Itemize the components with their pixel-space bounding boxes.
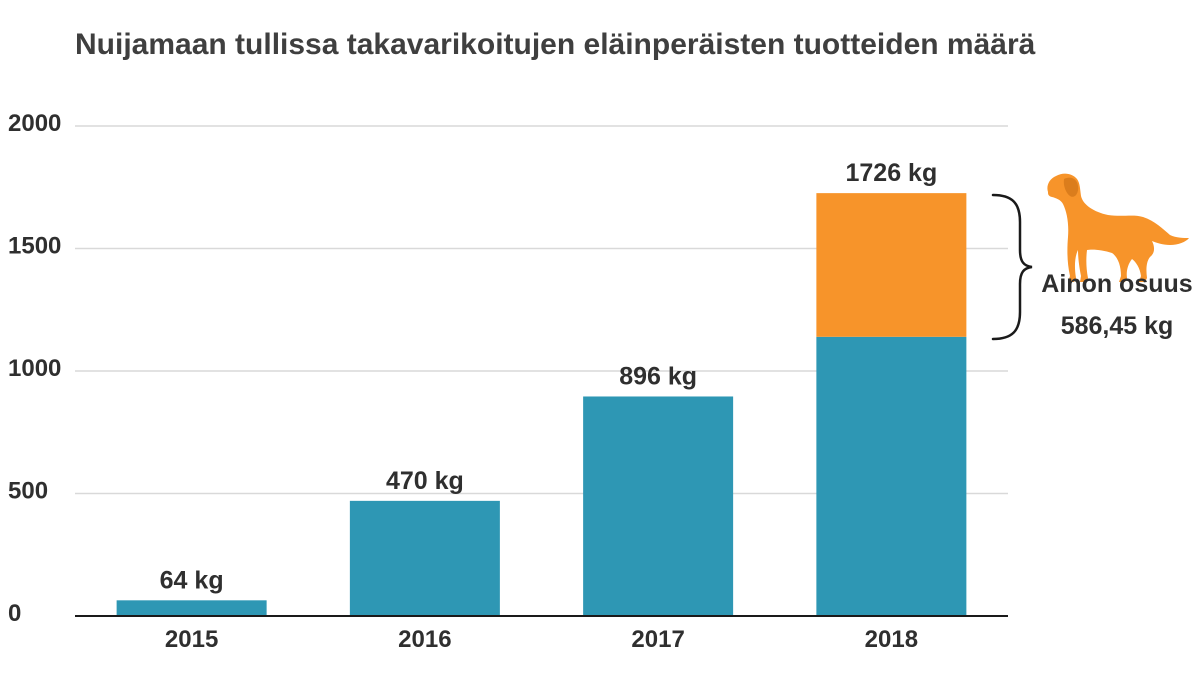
bar-2017-series-1 <box>583 396 734 616</box>
y-tick-label: 1000 <box>8 355 61 382</box>
bars <box>116 193 967 616</box>
x-tick-label-2015: 2015 <box>165 626 218 653</box>
y-tick-label: 0 <box>8 600 21 627</box>
y-tick-label: 500 <box>8 478 48 505</box>
dog-icon <box>1047 173 1189 282</box>
bar-2018-series-1 <box>816 336 967 616</box>
y-tick-label: 1500 <box>8 233 61 260</box>
bar-2015-series-1 <box>116 600 267 616</box>
x-tick-label-2017: 2017 <box>631 626 684 653</box>
bar-2018-series-2 <box>816 193 967 337</box>
data-label-2016: 470 kg <box>386 467 464 495</box>
data-label-2017: 896 kg <box>619 362 697 390</box>
annotation: Ainon osuus 586,45 kg <box>991 173 1193 341</box>
annotation-line2: 586,45 kg <box>1061 312 1174 340</box>
chart-title: Nuijamaan tullissa takavarikoitujen eläi… <box>75 28 1036 61</box>
x-tick-label-2018: 2018 <box>865 626 918 653</box>
y-tick-label: 2000 <box>8 110 61 137</box>
data-labels: 64 kg 470 kg 896 kg 1726 kg <box>160 159 938 594</box>
data-label-2018: 1726 kg <box>846 159 938 187</box>
x-tick-label-2016: 2016 <box>398 626 451 653</box>
y-axis-ticks: 0 500 1000 1500 2000 <box>8 110 61 627</box>
data-label-2015: 64 kg <box>160 566 224 594</box>
annotation-brace <box>991 193 1033 341</box>
bar-2016-series-1 <box>349 500 500 616</box>
annotation-line1: Ainon osuus <box>1041 270 1192 298</box>
x-axis-ticks: 2015 2016 2017 2018 <box>165 626 918 653</box>
